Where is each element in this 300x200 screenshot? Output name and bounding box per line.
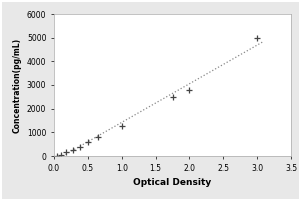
Y-axis label: Concentration(pg/mL): Concentration(pg/mL) <box>12 37 21 133</box>
X-axis label: Optical Density: Optical Density <box>134 178 212 187</box>
